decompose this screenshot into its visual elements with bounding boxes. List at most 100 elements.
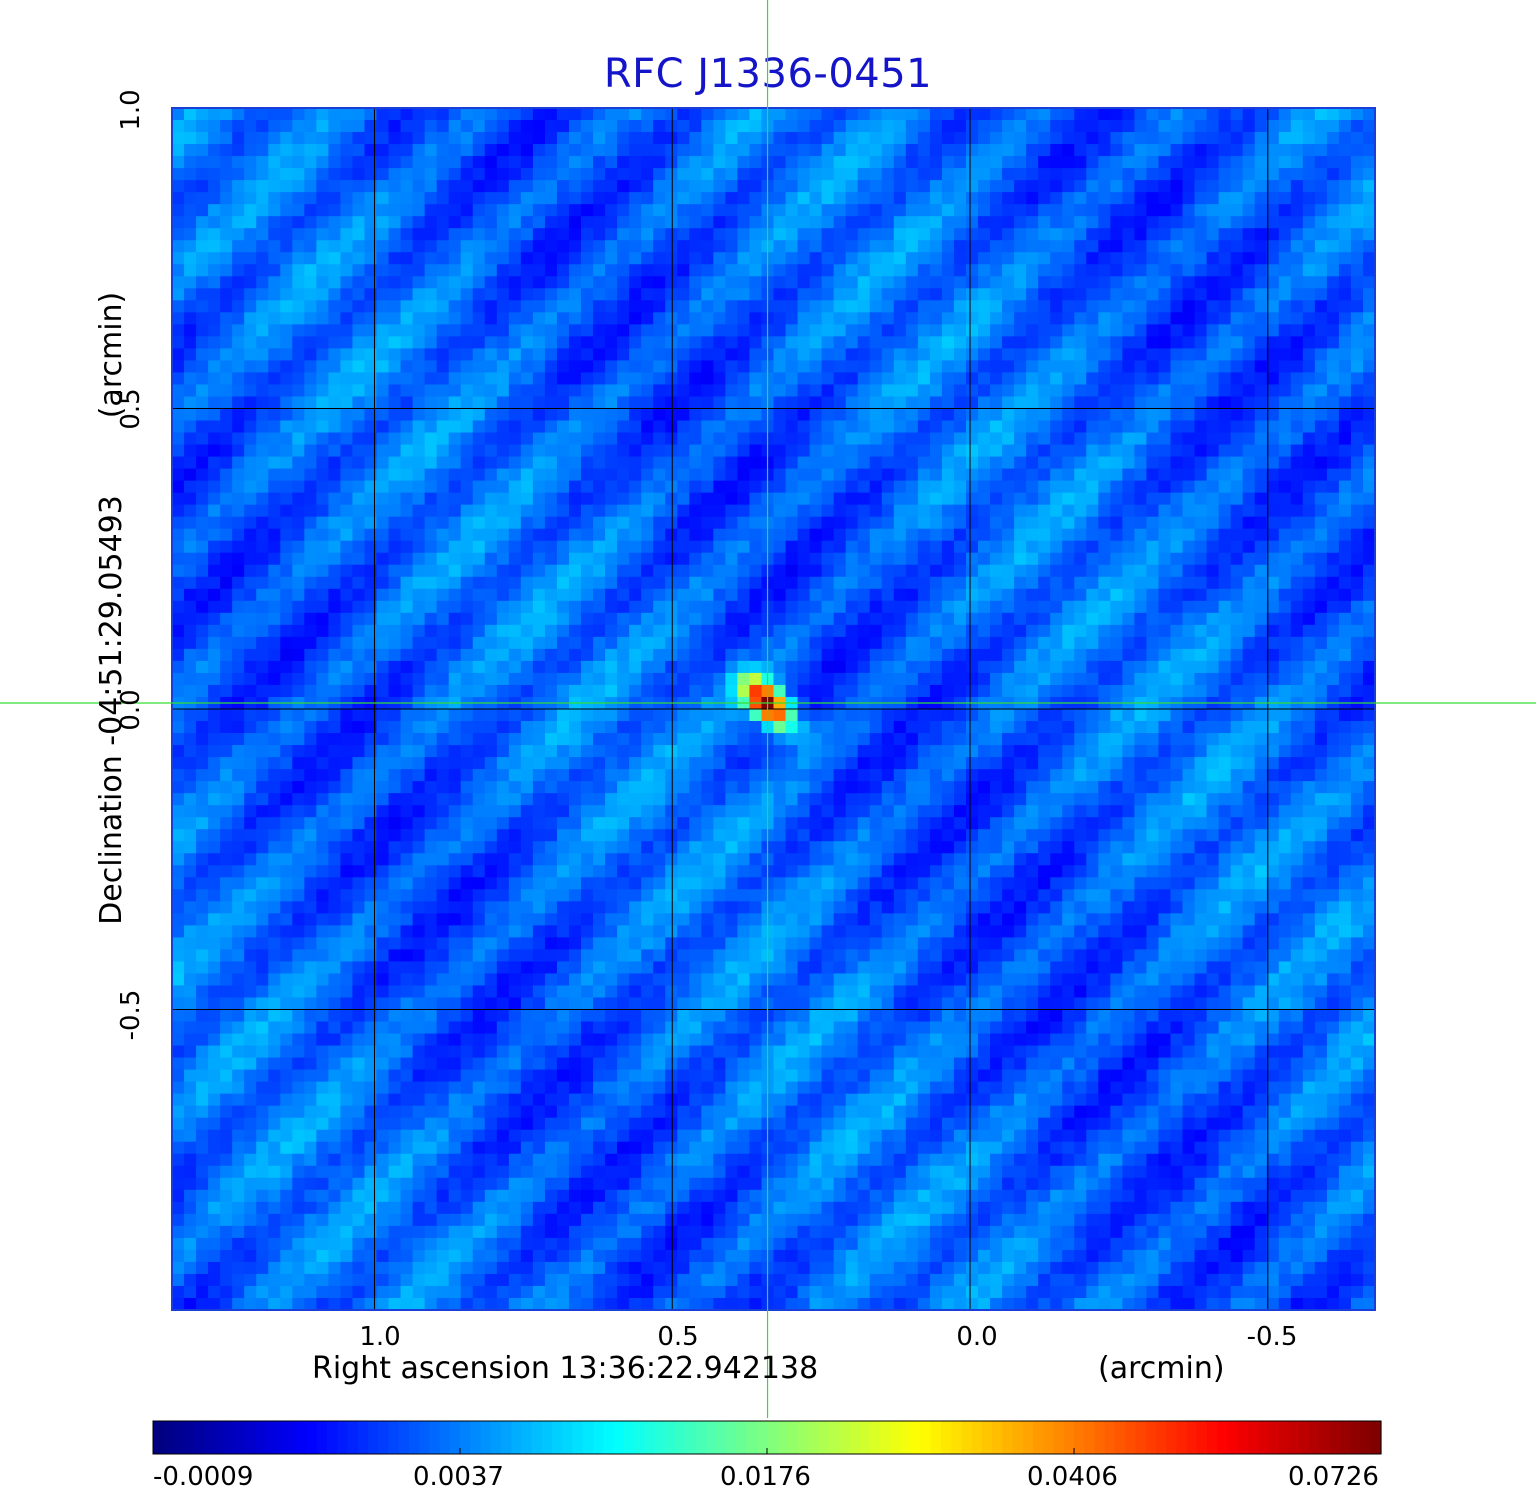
- heatmap-cell: [544, 612, 558, 626]
- heatmap-cell: [749, 528, 763, 542]
- heatmap-cell: [617, 348, 630, 362]
- heatmap-cell: [689, 156, 702, 169]
- heatmap-cell: [1038, 420, 1051, 434]
- heatmap-cell: [1290, 348, 1304, 362]
- heatmap-cell: [496, 312, 510, 325]
- heatmap-cell: [1230, 648, 1244, 662]
- heatmap-cell: [713, 444, 726, 458]
- heatmap-cell: [653, 564, 666, 578]
- heatmap-cell: [1350, 540, 1364, 554]
- heatmap-cell: [1062, 252, 1075, 265]
- heatmap-cell: [532, 564, 546, 578]
- heatmap-cell: [893, 444, 907, 458]
- heatmap-cell: [1038, 684, 1051, 698]
- heatmap-cell: [641, 360, 654, 374]
- heatmap-cell: [1074, 228, 1087, 241]
- heatmap-cell: [653, 648, 666, 662]
- heatmap-cell: [520, 120, 534, 133]
- heatmap-cell: [1038, 672, 1051, 686]
- heatmap-cell: [1254, 204, 1268, 217]
- heatmap-cell: [256, 552, 269, 566]
- heatmap-cell: [1194, 444, 1208, 458]
- heatmap-cell: [953, 348, 967, 362]
- heatmap-cell: [1362, 252, 1376, 265]
- heatmap-cell: [424, 252, 438, 265]
- heatmap-cell: [1074, 576, 1087, 590]
- heatmap-cell: [304, 252, 317, 265]
- heatmap-cell: [184, 312, 197, 325]
- heatmap-cell: [1254, 480, 1268, 494]
- heatmap-cell: [340, 432, 354, 446]
- heatmap-cell: [725, 264, 739, 277]
- heatmap-cell: [797, 600, 811, 614]
- heatmap-cell: [689, 600, 702, 614]
- heatmap-cell: [773, 348, 787, 362]
- heatmap-cell: [845, 552, 859, 566]
- heatmap-cell: [1170, 300, 1184, 313]
- heatmap-cell: [1194, 636, 1208, 650]
- heatmap-cell: [689, 432, 702, 446]
- heatmap-cell: [1338, 504, 1352, 518]
- heatmap-cell: [1002, 288, 1015, 301]
- heatmap-cell: [256, 324, 269, 337]
- heatmap-cell: [340, 444, 354, 458]
- heatmap-cell: [821, 264, 835, 277]
- heatmap-cell: [412, 528, 426, 542]
- heatmap-cell: [340, 468, 354, 482]
- heatmap-cell: [689, 468, 702, 482]
- heatmap-cell: [893, 216, 907, 229]
- heatmap-cell: [929, 672, 943, 686]
- heatmap-cell: [1134, 336, 1148, 349]
- heatmap-cell: [1206, 108, 1220, 121]
- heatmap-cell: [544, 252, 558, 265]
- heatmap-cell: [244, 456, 257, 470]
- heatmap-cell: [364, 612, 378, 626]
- heatmap-cell: [617, 144, 630, 157]
- heatmap-cell: [1062, 456, 1075, 470]
- heatmap-cell: [556, 528, 570, 542]
- heatmap-cell: [472, 504, 486, 518]
- heatmap-cell: [809, 636, 823, 650]
- heatmap-cell: [1050, 168, 1063, 181]
- heatmap-cell: [1182, 120, 1196, 133]
- heatmap-cell: [1050, 540, 1063, 554]
- heatmap-cell: [460, 120, 474, 133]
- heatmap-cell: [316, 288, 329, 301]
- heatmap-cell: [400, 324, 414, 337]
- heatmap-cell: [1062, 132, 1075, 145]
- heatmap-cell: [292, 516, 305, 530]
- heatmap-cell: [1362, 552, 1376, 566]
- heatmap-cell: [1038, 372, 1051, 386]
- heatmap-cell: [424, 684, 438, 698]
- heatmap-cell: [196, 168, 209, 181]
- heatmap-cell: [388, 384, 402, 398]
- heatmap-cell: [833, 576, 847, 590]
- heatmap-cell: [436, 312, 450, 325]
- heatmap-cell: [208, 600, 221, 614]
- heatmap-cell: [1242, 252, 1256, 265]
- heatmap-cell: [773, 612, 787, 626]
- heatmap-cell: [881, 216, 895, 229]
- heatmap-cell: [629, 300, 642, 313]
- heatmap-cell: [689, 540, 702, 554]
- heatmap-cell: [556, 144, 570, 157]
- heatmap-cell: [1110, 564, 1123, 578]
- heatmap-cell: [532, 228, 546, 241]
- heatmap-cell: [1242, 408, 1256, 422]
- heatmap-cell: [520, 612, 534, 626]
- heatmap-cell: [737, 132, 751, 145]
- heatmap-cell: [629, 108, 642, 121]
- heatmap-cell: [400, 396, 414, 410]
- heatmap-cell: [340, 168, 354, 181]
- heatmap-cell: [184, 660, 197, 674]
- heatmap-cell: [978, 228, 991, 241]
- heatmap-cell: [929, 168, 943, 181]
- heatmap-cell: [340, 396, 354, 410]
- heatmap-cell: [244, 156, 257, 169]
- heatmap-cell: [893, 108, 907, 121]
- heatmap-cell: [1242, 612, 1256, 626]
- heatmap-cell: [1278, 612, 1292, 626]
- heatmap-cell: [773, 624, 787, 638]
- heatmap-cell: [593, 672, 606, 686]
- heatmap-cell: [1158, 156, 1172, 169]
